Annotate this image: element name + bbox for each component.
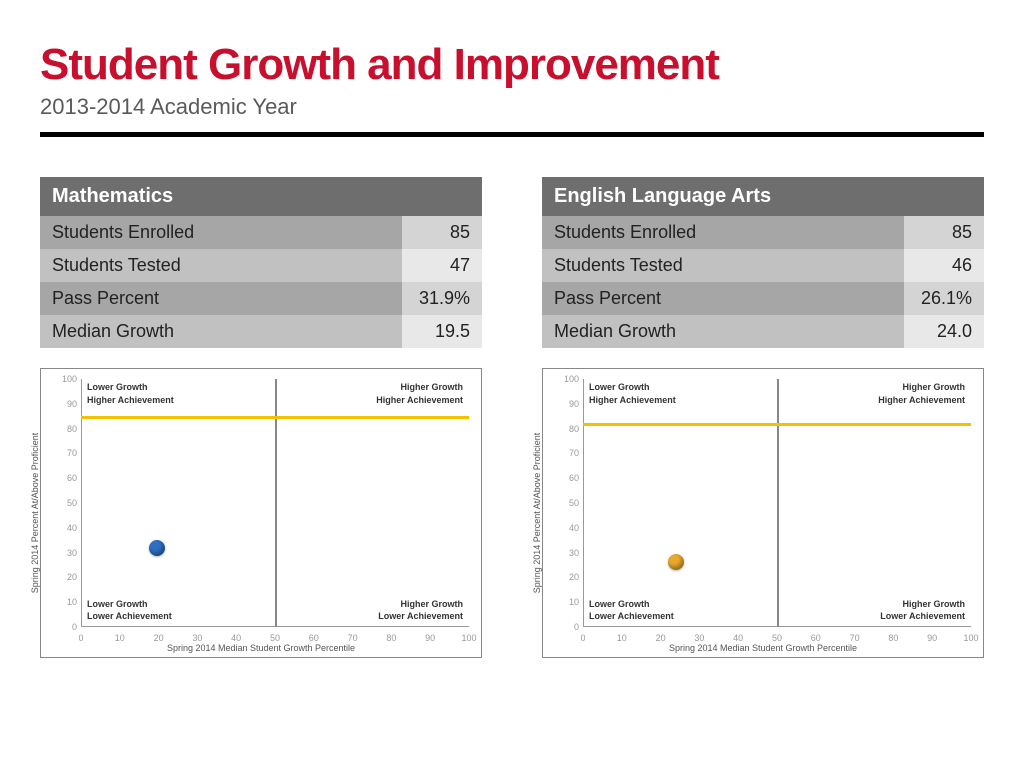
x-axis-label: Spring 2014 Median Student Growth Percen… <box>167 643 355 653</box>
table-row: Pass Percent31.9% <box>40 282 482 315</box>
quad-label-br: Higher GrowthLower Achievement <box>880 598 965 623</box>
table-row: Students Enrolled85 <box>40 216 482 249</box>
target-hline <box>81 416 469 419</box>
table-row: Pass Percent26.1% <box>542 282 984 315</box>
math-header: Mathematics <box>40 177 402 216</box>
quad-label-tl: Lower GrowthHigher Achievement <box>87 381 174 406</box>
tables-row: Mathematics Students Enrolled85 Students… <box>0 177 1024 348</box>
math-panel: Mathematics Students Enrolled85 Students… <box>40 177 482 348</box>
page-subtitle: 2013-2014 Academic Year <box>40 94 984 120</box>
data-point <box>668 554 684 570</box>
ela-table: English Language Arts Students Enrolled8… <box>542 177 984 348</box>
charts-row: Spring 2014 Percent At/Above Proficient … <box>0 348 1024 658</box>
plot-area: 0102030405060708090100010203040506070809… <box>81 379 469 627</box>
data-point <box>149 540 165 556</box>
header-divider <box>40 132 984 137</box>
page-title: Student Growth and Improvement <box>40 40 984 90</box>
header: Student Growth and Improvement 2013-2014… <box>0 0 1024 177</box>
quad-label-br: Higher GrowthLower Achievement <box>378 598 463 623</box>
ela-panel: English Language Arts Students Enrolled8… <box>542 177 984 348</box>
table-row: Median Growth24.0 <box>542 315 984 348</box>
math-table: Mathematics Students Enrolled85 Students… <box>40 177 482 348</box>
y-axis-label: Spring 2014 Percent At/Above Proficient <box>30 433 40 594</box>
x-axis-label: Spring 2014 Median Student Growth Percen… <box>669 643 857 653</box>
quad-label-tr: Higher GrowthHigher Achievement <box>376 381 463 406</box>
quad-label-bl: Lower GrowthLower Achievement <box>87 598 172 623</box>
ela-chart: Spring 2014 Percent At/Above Proficient … <box>542 368 984 658</box>
math-chart: Spring 2014 Percent At/Above Proficient … <box>40 368 482 658</box>
quad-label-bl: Lower GrowthLower Achievement <box>589 598 674 623</box>
plot-area: 0102030405060708090100010203040506070809… <box>583 379 971 627</box>
median-vline <box>777 379 779 627</box>
quad-label-tr: Higher GrowthHigher Achievement <box>878 381 965 406</box>
ela-header: English Language Arts <box>542 177 904 216</box>
table-row: Median Growth19.5 <box>40 315 482 348</box>
target-hline <box>583 423 971 426</box>
table-row: Students Tested46 <box>542 249 984 282</box>
quad-label-tl: Lower GrowthHigher Achievement <box>589 381 676 406</box>
table-row: Students Enrolled85 <box>542 216 984 249</box>
table-row: Students Tested47 <box>40 249 482 282</box>
y-axis-label: Spring 2014 Percent At/Above Proficient <box>532 433 542 594</box>
